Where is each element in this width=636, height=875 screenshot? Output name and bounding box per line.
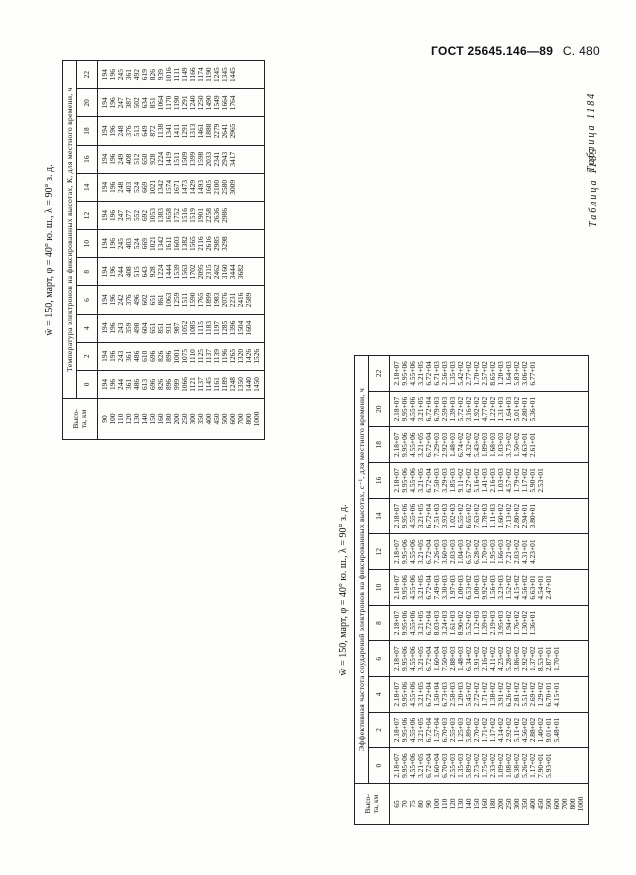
time-value-column: 194 196 245 403 524 669 1021 1342 1611 1603 1382 15… xyxy=(97,229,265,258)
time-column-header: 22 xyxy=(368,355,390,392)
time-value-column: 2.18+07 9.95+06 4.55+06 3.21+05 6.72+04 7.26+… xyxy=(389,533,589,570)
data-table-1185: Высо- та, км Эффективная частота соударен… xyxy=(354,355,589,825)
time-column-header: 20 xyxy=(76,88,98,117)
time-column-header: 12 xyxy=(76,201,98,230)
time-column-header: 16 xyxy=(368,462,390,499)
table-cell xyxy=(253,91,261,114)
time-column-header: 14 xyxy=(368,498,390,534)
table-title: Температура электронов на фиксированных … xyxy=(62,60,77,399)
table-cell xyxy=(577,750,585,781)
table-cell xyxy=(577,536,585,567)
time-value-column: 194 196 244 361 486 613 696 826 896 999 1066 1121 11… xyxy=(97,370,265,399)
table-cell xyxy=(253,260,261,283)
time-value-column: 194 196 243 361 486 610 696 826 896 1001 1075 1110 1… xyxy=(97,342,265,371)
time-value-column: 2.18+07 9.95+06 4.55+06 3.21+05 6.72+04 8.03+… xyxy=(389,605,589,641)
time-value-column: 194 196 249 408 512 650 928 1224 1419 1511 1509 139… xyxy=(97,145,265,174)
time-value-column: 194 196 247 387 502 634 851 1064 1170 1190 1291 124… xyxy=(97,88,265,117)
time-value-column: 194 196 244 408 515 643 928 1224 1444 1539 1563 170… xyxy=(97,257,265,286)
table-label: Таблица 1185 xyxy=(588,146,599,227)
time-value-column: 2.18+07 9.95+06 4.55+06 3.21+05 6.72+04 1.50+… xyxy=(389,676,589,713)
table-cell xyxy=(577,358,585,389)
table-condition: w̄ = 150, март, φ = 40° ю. ш., λ = 90° з… xyxy=(338,504,349,676)
time-column-header: 4 xyxy=(76,314,98,343)
time-column-header: 12 xyxy=(368,533,390,570)
time-column-header: 2 xyxy=(368,712,390,748)
time-value-column: 2.18+07 9.95+06 4.55+06 3.21+05 6.72+04 6.71+… xyxy=(389,355,589,392)
table-cell xyxy=(253,148,261,171)
height-column-header: Высо- та, км xyxy=(354,783,390,825)
time-value-column: 194 196 245 361 492 619 826 939 1016 1111 1149 1166… xyxy=(97,60,265,89)
table-cell xyxy=(253,288,261,311)
data-table-1184: Высо- та, км Температура электронов на фи… xyxy=(62,60,265,440)
time-column-header: 10 xyxy=(368,569,390,606)
table-cell xyxy=(577,572,585,603)
time-column-header: 14 xyxy=(76,173,98,202)
height-value: 1000 xyxy=(252,411,261,427)
table-condition: w̄ = 150, март, φ = 40° ю. ш., λ = 90° з… xyxy=(44,164,55,336)
table-cell xyxy=(577,679,585,710)
height-column: 90 100 110 120 130 140 150 160 180 200 250 300 350 40… xyxy=(97,398,265,440)
table-cell xyxy=(577,429,585,460)
table-cell xyxy=(577,501,585,532)
table-cell xyxy=(577,608,585,639)
time-value-column: 194 196 248 376 513 649 872 1138 1341 1411 1291 131… xyxy=(97,116,265,146)
table-cell xyxy=(253,204,261,227)
table-cell xyxy=(577,643,585,674)
time-value-column: 194 196 247 377 552 692 1053 1383 1658 1752 1516 15… xyxy=(97,201,265,230)
height-column-header: Высо- та, км xyxy=(62,398,98,440)
time-column-header: 22 xyxy=(76,60,98,89)
time-value-column: 194 196 242 376 496 602 651 861 1063 1259 1511 1590… xyxy=(97,285,265,315)
time-column-header: 2 xyxy=(76,342,98,371)
time-column-header: 6 xyxy=(76,285,98,315)
time-column-header: 8 xyxy=(368,605,390,641)
standard-number: ГОСТ 25645.146—89 xyxy=(431,44,554,58)
time-value-column: 2.18+07 9.95+06 4.55+06 3.21+05 6.72+04 6.79+… xyxy=(389,391,589,427)
table-cell: 1450 xyxy=(252,377,261,392)
time-column-header: 16 xyxy=(76,145,98,174)
time-column-header: 8 xyxy=(76,257,98,286)
table-cell xyxy=(253,119,261,142)
table-cell xyxy=(577,465,585,496)
time-column-header: 0 xyxy=(368,747,390,784)
time-column-header: 18 xyxy=(76,116,98,146)
table-cell xyxy=(253,63,261,86)
time-value-column: 2.18+07 9.95+06 4.55+06 3.21+05 6.72+04 1.60+… xyxy=(389,747,589,784)
height-value: 1000 xyxy=(576,796,585,812)
time-column-header: 18 xyxy=(368,426,390,463)
time-value-column: 2.18+07 9.95+06 4.55+06 3.21+05 6.72+04 7.50+… xyxy=(389,462,589,499)
table-cell xyxy=(253,232,261,255)
time-column-header: 6 xyxy=(368,640,390,677)
time-value-column: 2.18+07 9.95+06 4.55+06 3.21+05 6.72+04 7.49+… xyxy=(389,569,589,606)
time-value-column: 2.18+07 9.95+06 4.55+06 3.21+05 6.72+04 7.51+… xyxy=(389,498,589,534)
time-value-column: 194 196 248 403 524 669 1021 1342 1574 1671 1473 14… xyxy=(97,173,265,202)
time-value-column: 2.18+07 9.95+06 4.55+06 3.21+05 6.72+04 1.60+… xyxy=(389,640,589,677)
time-column-header: 0 xyxy=(76,370,98,399)
table-cell xyxy=(577,715,585,746)
table-cell xyxy=(253,317,261,340)
page-number: С. 480 xyxy=(562,44,600,58)
table-cell xyxy=(253,176,261,199)
time-column-header: 4 xyxy=(368,676,390,713)
height-column: 65 70 75 80 90 100 110 120 130 140 150 160 180 200 250… xyxy=(389,783,589,825)
time-column-header: 10 xyxy=(76,229,98,258)
table-cell xyxy=(577,394,585,425)
time-value-column: 2.18+07 9.95+06 4.55+06 3.21+05 6.72+04 1.57+… xyxy=(389,712,589,748)
page-header: ГОСТ 25645.146—89 С. 480 xyxy=(431,44,600,58)
time-column-header: 20 xyxy=(368,391,390,427)
table-cell: 1526 xyxy=(252,348,261,364)
table-title: Эффективная частота соударений электроно… xyxy=(354,355,369,784)
time-value-column: 2.18+07 9.95+06 4.55+06 3.21+05 6.72+04 7.29+… xyxy=(389,426,589,463)
time-value-column: 194 196 243 359 498 604 651 851 931 987 1052 1085 11… xyxy=(97,314,265,343)
